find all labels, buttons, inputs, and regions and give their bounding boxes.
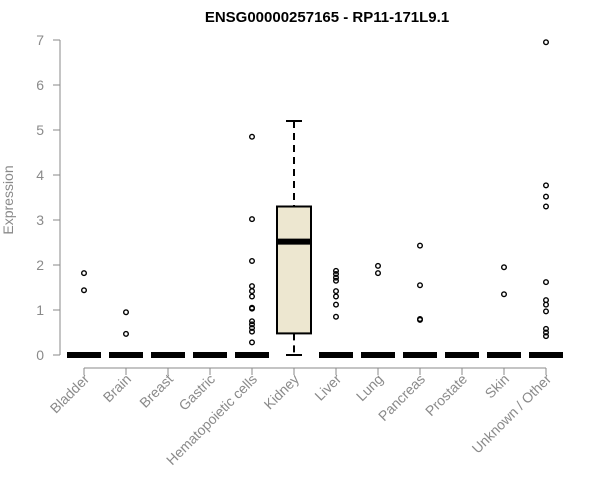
outlier-point (543, 308, 550, 315)
y-tick-label: 0 (36, 347, 44, 363)
chart-title: ENSG00000257165 - RP11-171L9.1 (205, 9, 449, 26)
x-tick-label: Prostate (422, 371, 470, 419)
outlier-point (333, 301, 340, 308)
y-axis-label: Expression (0, 165, 16, 234)
outlier-point (543, 325, 550, 332)
outlier-point (248, 288, 255, 295)
x-tick-label: Bladder (47, 371, 93, 417)
outlier-point (333, 277, 340, 284)
outlier-point (543, 333, 550, 340)
outlier-point (543, 301, 550, 308)
outlier-point (122, 330, 129, 337)
outlier-point (333, 274, 340, 281)
outlier-point (248, 257, 255, 264)
x-tick-label: Pancreas (375, 371, 428, 424)
outlier-point (543, 203, 550, 210)
y-tick-label: 7 (36, 32, 44, 48)
outlier-point (543, 39, 550, 46)
outlier-point (248, 318, 255, 325)
outlier-point (248, 339, 255, 346)
boxes-group (67, 39, 563, 358)
outlier-point (333, 271, 340, 278)
outlier-point (122, 309, 129, 316)
outlier-point (248, 133, 255, 140)
outlier-point (248, 216, 255, 223)
y-tick-label: 2 (36, 257, 44, 273)
x-tick-label: Breast (136, 371, 176, 411)
x-tick-label: Kidney (261, 371, 303, 413)
y-tick-label: 3 (36, 212, 44, 228)
x-tick-label: Lung (353, 371, 386, 404)
outlier-point (80, 287, 87, 294)
x-tick-label: Unknown / Other (469, 371, 555, 457)
outlier-point (248, 283, 255, 290)
outlier-point (248, 321, 255, 328)
box-iqr (276, 205, 312, 335)
y-tick-label: 4 (36, 167, 44, 183)
outlier-point (501, 264, 508, 271)
outlier-point (543, 193, 550, 200)
outlier-point (248, 305, 255, 312)
outlier-point (501, 291, 508, 298)
y-tick-label: 1 (36, 302, 44, 318)
x-tick-label: Liver (311, 371, 344, 404)
outlier-point (543, 329, 550, 336)
outlier-point (248, 325, 255, 332)
outlier-point (375, 262, 382, 269)
outlier-point (543, 182, 550, 189)
x-tick-label: Skin (482, 371, 513, 402)
y-tick-label: 5 (36, 122, 44, 138)
outlier-point (375, 270, 382, 277)
outlier-point (417, 316, 424, 323)
axes-group: 0 1 2 3 4 5 6 7 (36, 32, 547, 375)
outlier-point (333, 267, 340, 274)
outlier-point (248, 293, 255, 300)
outlier-point (248, 328, 255, 335)
outlier-point (417, 242, 424, 249)
outlier-point (333, 293, 340, 300)
outlier-point (80, 270, 87, 277)
outlier-point (417, 282, 424, 289)
x-tick-label: Brain (100, 371, 134, 405)
outlier-point (333, 313, 340, 320)
y-tick-label: 6 (36, 77, 44, 93)
outlier-point (333, 288, 340, 295)
outlier-point (543, 279, 550, 286)
